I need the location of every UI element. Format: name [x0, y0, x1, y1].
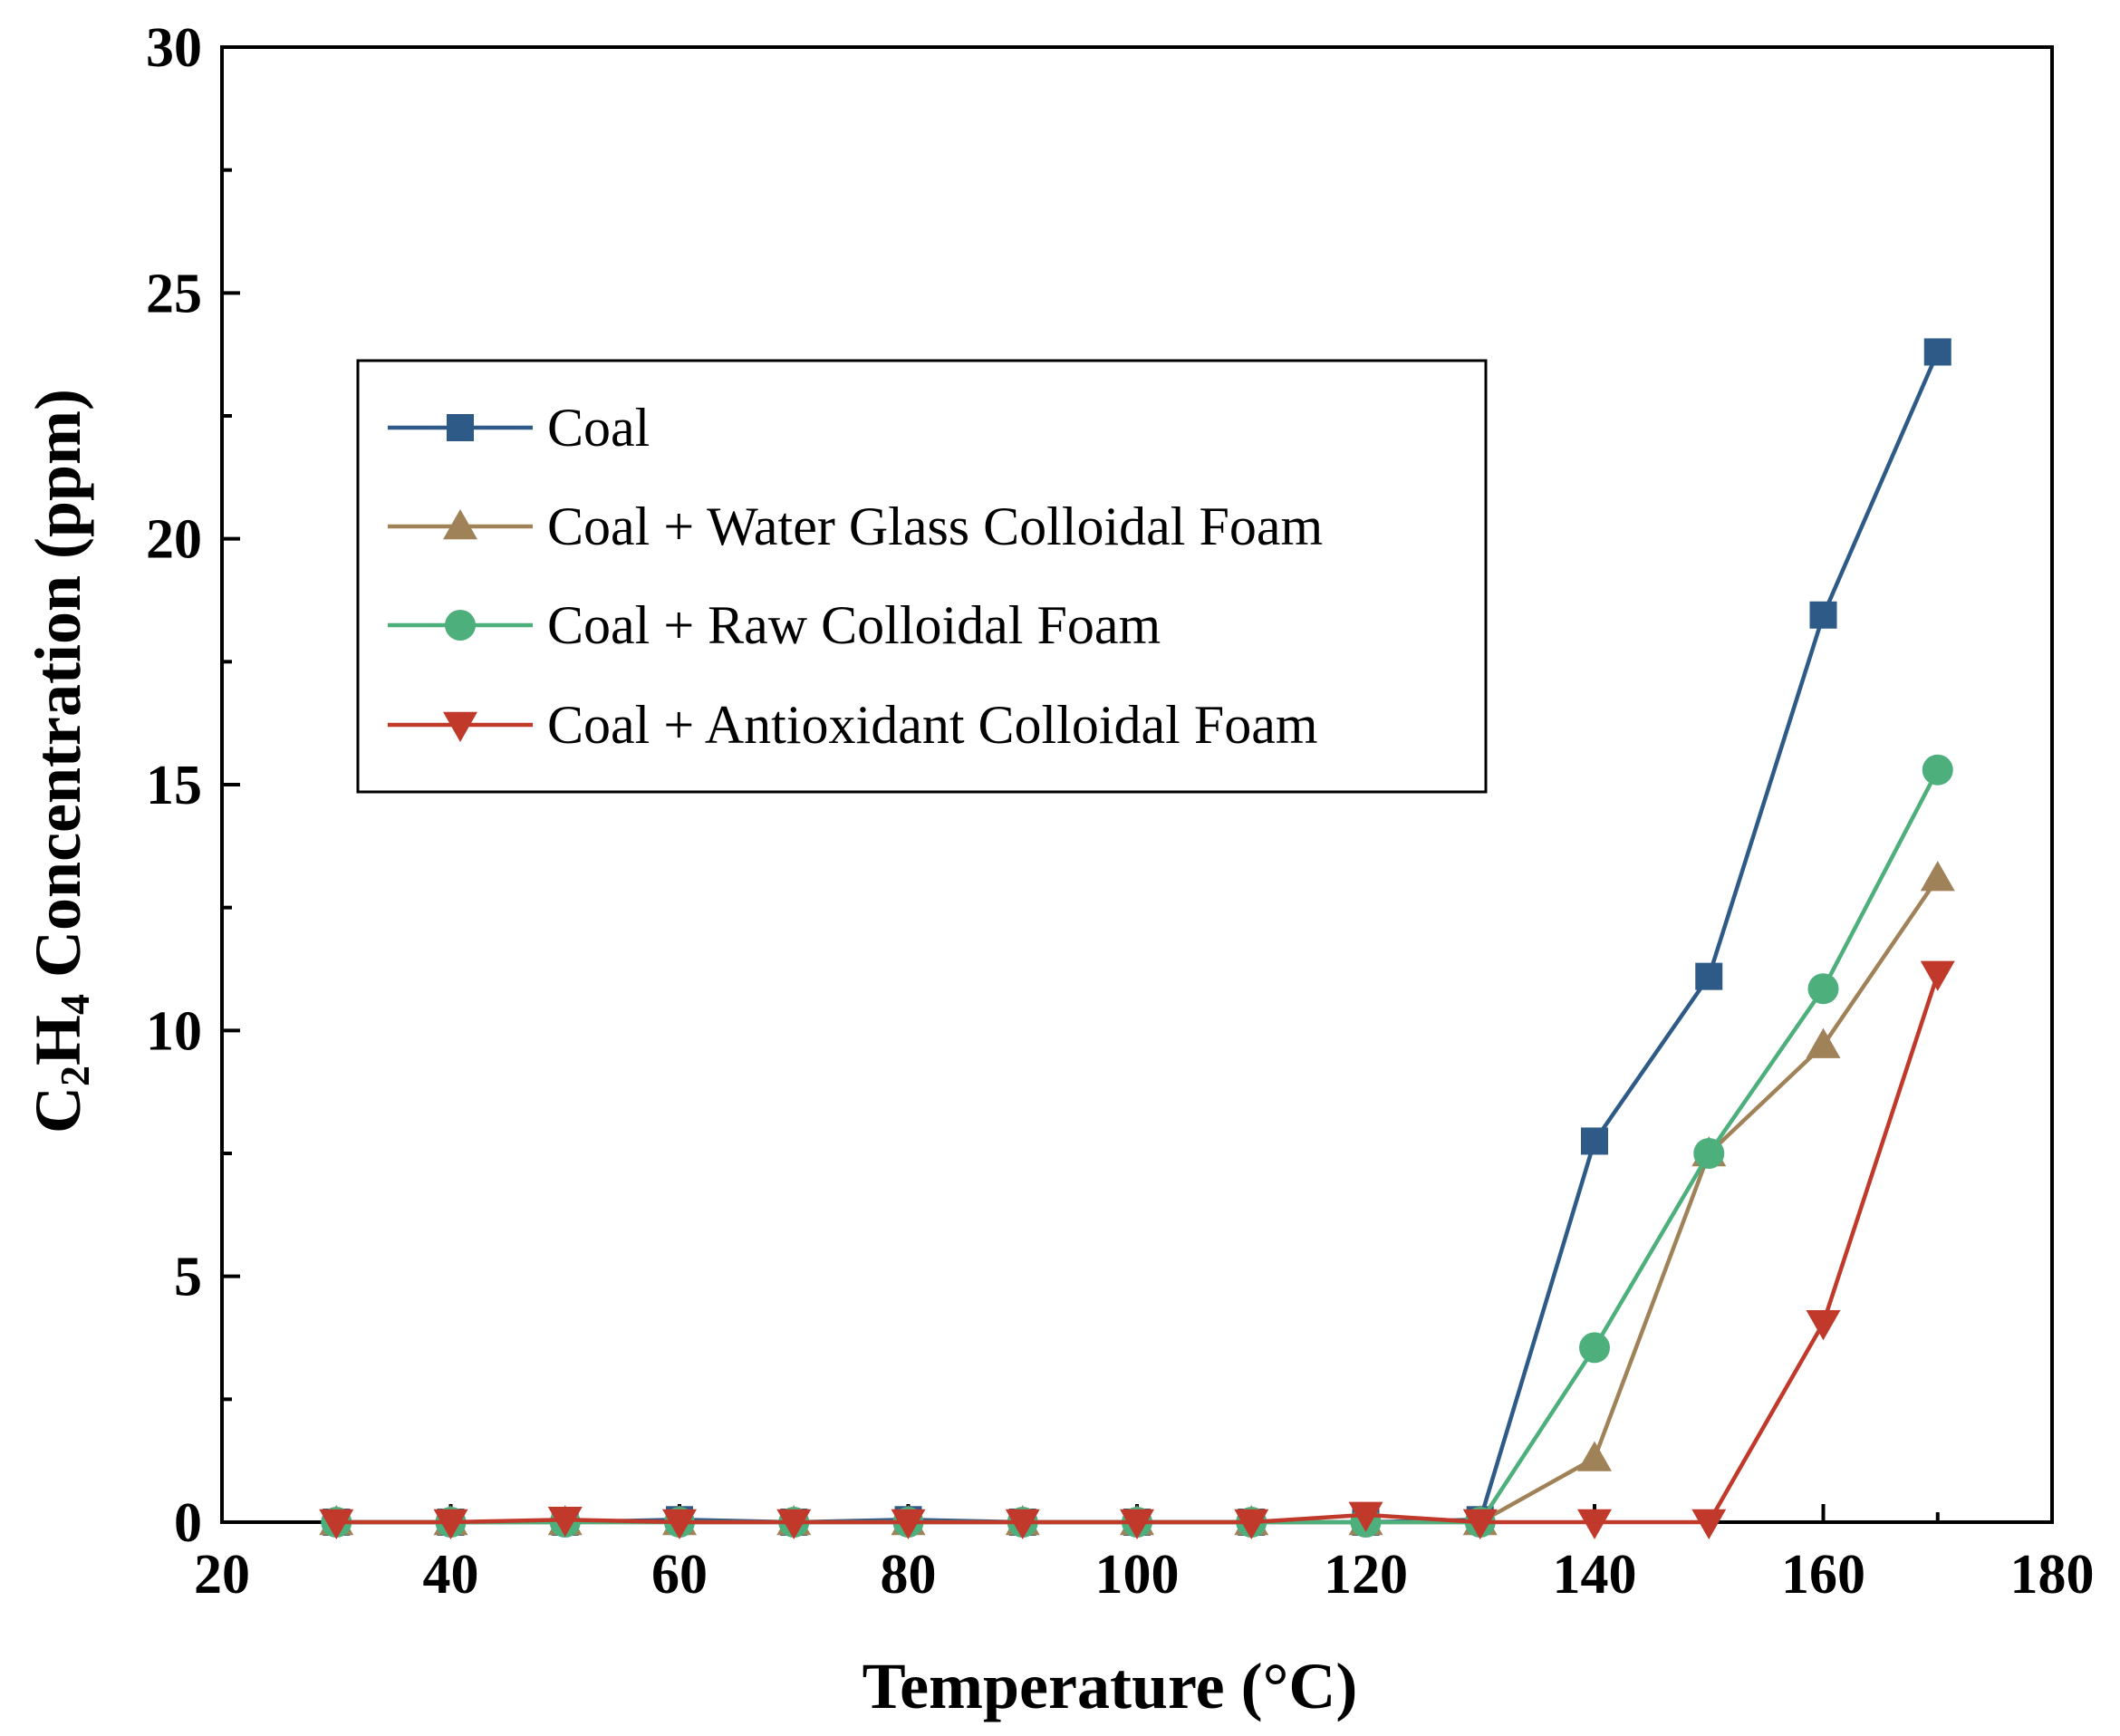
data-point: [1120, 1509, 1154, 1539]
data-point: [1693, 1138, 1725, 1169]
data-point: [1806, 1027, 1841, 1058]
x-tick-label: 140: [1553, 1544, 1637, 1606]
data-point: [1920, 960, 1955, 991]
y-axis-title-prefix: C: [22, 1086, 94, 1133]
data-point: [1462, 1509, 1498, 1539]
legend-label: Coal + Antioxidant Colloidal Foam: [547, 695, 1318, 755]
data-point: [1005, 1509, 1040, 1539]
legend: Coal Coal + Water Glass Colloidal Foam Coa…: [356, 359, 1488, 794]
legend-marker: [443, 711, 477, 742]
y-axis-title-suffix: Concentration (ppm): [22, 389, 94, 994]
data-point: [1695, 962, 1723, 990]
data-point: [1348, 1501, 1383, 1532]
legend-label: Coal + Raw Colloidal Foam: [547, 595, 1161, 655]
y-tick-label: 10: [146, 1000, 202, 1062]
y-tick-label: 30: [146, 17, 202, 79]
x-tick-label: 80: [881, 1544, 937, 1606]
data-point: [891, 1509, 926, 1539]
series-line: [336, 973, 1940, 1525]
data-point: [1581, 1127, 1608, 1155]
data-point: [1234, 1509, 1269, 1539]
data-point: [1922, 754, 1953, 786]
y-tick-label: 15: [146, 755, 202, 816]
y-axis-title-middle: H: [22, 1015, 94, 1066]
legend-item-3: Coal + Raw Colloidal Foam: [388, 595, 1161, 655]
legend-marker: [447, 414, 474, 441]
data-point: [433, 1509, 468, 1539]
data-point: [1807, 973, 1839, 1005]
data-point: [1920, 861, 1955, 892]
data-point: [547, 1507, 583, 1538]
legend-frame: [356, 359, 1488, 794]
legend-item-1: Coal: [388, 398, 650, 458]
data-point: [1579, 1332, 1610, 1364]
y-axis-title-sub1: 2: [52, 1066, 98, 1086]
series-3: [321, 754, 1953, 1538]
data-point: [319, 1509, 354, 1539]
data-point: [1577, 1441, 1612, 1471]
data-point: [1923, 338, 1951, 366]
axes: 20 40 60 80 100 120 140 160 180 0 5 10 15 20 25 30: [146, 17, 2095, 1606]
data-point: [776, 1509, 812, 1539]
y-axis-title: C2H4 Concentration (ppm): [22, 389, 98, 1133]
legend-marker: [445, 610, 476, 641]
x-tick-label: 160: [1781, 1544, 1865, 1606]
y-axis-title-sub2: 4: [52, 994, 98, 1015]
legend-item-4: Coal + Antioxidant Colloidal Foam: [388, 695, 1318, 755]
legend-marker: [443, 509, 477, 540]
series-2: [319, 861, 1955, 1536]
data-point: [662, 1509, 697, 1539]
series-4: [319, 960, 1955, 1539]
x-tick-label: 20: [194, 1544, 250, 1606]
data-point: [1691, 1509, 1727, 1539]
x-tick-label: 100: [1095, 1544, 1180, 1606]
data-point: [1806, 1309, 1841, 1341]
legend-label: Coal: [547, 398, 650, 458]
x-tick-label: 40: [423, 1544, 479, 1606]
legend-label: Coal + Water Glass Colloidal Foam: [547, 497, 1323, 556]
x-tick-label: 180: [2010, 1544, 2095, 1606]
x-tick-label: 60: [651, 1544, 708, 1606]
legend-item-2: Coal + Water Glass Colloidal Foam: [388, 497, 1323, 556]
y-tick-label: 20: [146, 509, 202, 571]
x-tick-label: 120: [1324, 1544, 1408, 1606]
x-axis-title: Temperature (°C): [862, 1650, 1358, 1722]
data-point: [1809, 601, 1837, 629]
data-point: [1577, 1509, 1612, 1539]
series-layer: [319, 338, 1955, 1539]
y-tick-label: 25: [146, 263, 202, 324]
y-tick-label: 5: [174, 1247, 202, 1308]
y-tick-label: 0: [174, 1492, 202, 1554]
